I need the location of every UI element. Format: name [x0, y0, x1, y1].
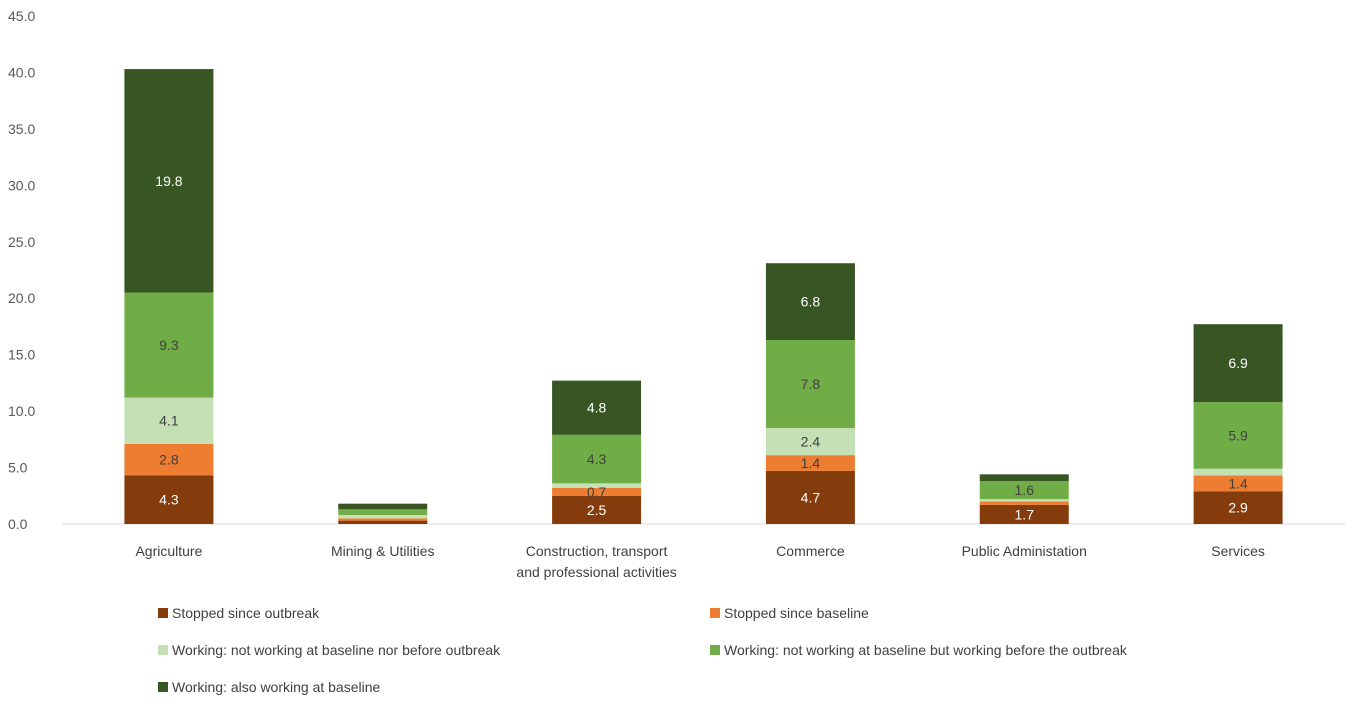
bar-segment [124, 475, 214, 524]
category-label: and professional activities [516, 564, 676, 580]
y-axis-ticks: 0.0 5.0 10.0 15.0 20.0 25.0 30.0 35.0 40.0 45.0 [8, 8, 35, 532]
bar-segment [979, 504, 1069, 524]
category-label: Mining & Utilities [331, 543, 434, 559]
bar-segment [765, 263, 855, 340]
data-label: 6.9 [1228, 355, 1248, 371]
data-label: 9.3 [159, 337, 179, 353]
bar-segment [338, 509, 428, 515]
legend-item: Working: not working at baseline nor bef… [158, 642, 501, 658]
bar-segment [979, 499, 1069, 502]
data-label: 0.7 [587, 484, 607, 500]
bar-segment [552, 487, 642, 496]
data-label: 4.3 [159, 492, 179, 508]
legend-label: Working: also working at baseline [172, 679, 381, 695]
legend-item: Working: not working at baseline but wor… [710, 642, 1128, 658]
bar-segment [979, 481, 1069, 500]
data-label: 4.8 [587, 400, 607, 416]
data-label: 6.8 [801, 294, 821, 310]
data-label: 2.4 [801, 434, 821, 450]
legend-swatch [158, 645, 168, 655]
y-tick-label: 45.0 [8, 8, 35, 24]
y-tick-label: 5.0 [8, 460, 28, 476]
legend-label: Working: not working at baseline but wor… [724, 642, 1128, 658]
bar-segment [552, 434, 642, 484]
bar-segment [124, 292, 214, 398]
y-tick-label: 10.0 [8, 403, 35, 419]
bar-segment [338, 520, 428, 524]
legend-item: Working: also working at baseline [158, 679, 381, 695]
bar-segment [765, 428, 855, 456]
category-labels: Agriculture Mining & Utilities Constructio… [135, 543, 1264, 580]
category-label: Construction, transport [526, 543, 668, 559]
category-label: Commerce [776, 543, 845, 559]
bar-segment [1193, 491, 1283, 524]
bar-segment [1193, 468, 1283, 476]
y-tick-label: 25.0 [8, 234, 35, 250]
data-label: 2.5 [587, 502, 607, 518]
legend-label: Working: not working at baseline nor bef… [172, 642, 501, 658]
legend-item: Stopped since baseline [710, 605, 869, 621]
bar-segment [765, 339, 855, 429]
data-label: 1.7 [1015, 506, 1035, 522]
bar-segment [552, 483, 642, 488]
category-label: Public Administation [962, 543, 1087, 559]
y-tick-label: 20.0 [8, 290, 35, 306]
data-label: 2.8 [159, 452, 179, 468]
category-label: Agriculture [135, 543, 202, 559]
legend-swatch [158, 608, 168, 618]
bar-segment [124, 443, 214, 476]
bar-segment [979, 501, 1069, 505]
bar-segment [1193, 402, 1283, 469]
legend-label: Stopped since baseline [724, 605, 869, 621]
data-label: 7.8 [801, 376, 821, 392]
legend-swatch [710, 645, 720, 655]
category-label: Services [1211, 543, 1265, 559]
data-label: 5.9 [1228, 427, 1248, 443]
bar-segment [124, 69, 214, 293]
bar-segment [979, 474, 1069, 482]
legend-item: Stopped since outbreak [158, 605, 320, 621]
bar-segment [338, 518, 428, 521]
bar-segment [1193, 475, 1283, 492]
y-tick-label: 40.0 [8, 64, 35, 80]
data-label: 1.4 [1228, 475, 1248, 491]
legend-swatch [710, 608, 720, 618]
data-label: 1.6 [1015, 482, 1035, 498]
bar-segment [765, 455, 855, 471]
bar-segment [338, 514, 428, 519]
bar-segment [552, 495, 642, 524]
data-label: 4.1 [159, 413, 179, 429]
y-tick-label: 15.0 [8, 347, 35, 363]
bar-segment [552, 380, 642, 435]
bars [124, 69, 1283, 524]
data-label: 4.3 [587, 451, 607, 467]
bar-segment [1193, 324, 1283, 403]
bar-segment [338, 503, 428, 510]
data-label: 1.4 [801, 455, 821, 471]
data-label: 19.8 [155, 173, 182, 189]
legend-label: Stopped since outbreak [172, 605, 320, 621]
data-label: 4.7 [801, 489, 821, 505]
legend: Stopped since outbreak Stopped since base… [158, 605, 1128, 695]
y-tick-label: 35.0 [8, 121, 35, 137]
bar-segment [124, 397, 214, 444]
y-tick-label: 30.0 [8, 177, 35, 193]
legend-swatch [158, 682, 168, 692]
data-labels: 4.3 2.8 4.1 9.3 19.8 2.5 0.7 4.3 4.8 4.7 1.4 2.4 7.8… [155, 173, 1248, 523]
bar-segment [765, 470, 855, 524]
data-label: 2.9 [1228, 500, 1248, 516]
y-tick-label: 0.0 [8, 516, 28, 532]
